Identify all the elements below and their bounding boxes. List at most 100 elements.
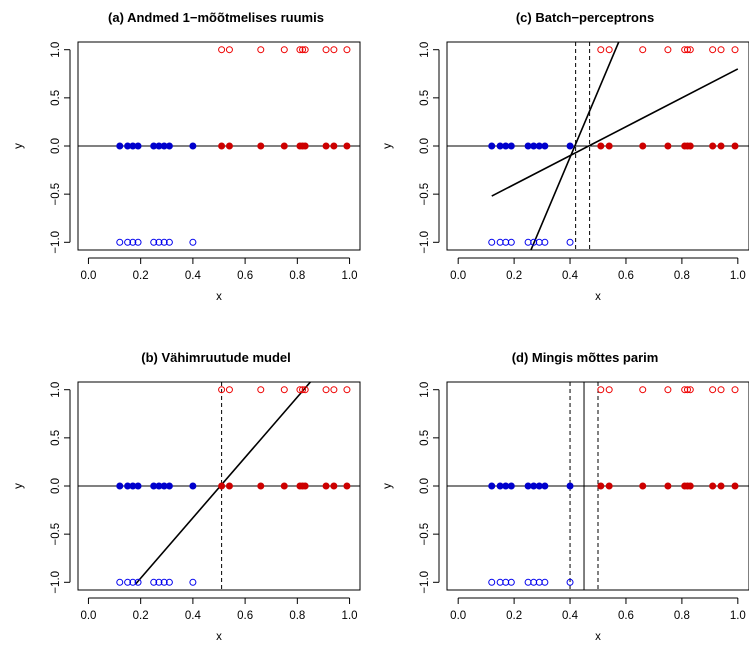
point-red-filled [322,482,330,490]
point-blue-filled [165,142,173,150]
y-tick-label: 0.5 [419,90,431,106]
point-red-open [664,386,672,394]
y-axis-label: y [13,483,25,489]
point-red-filled [280,142,288,150]
y-axis-label: y [382,143,394,149]
x-tick-label: 0.8 [674,270,690,282]
y-axis-label: y [382,483,394,489]
point-red-filled [343,142,351,150]
point-red-open [709,386,717,394]
point-blue-open [124,238,132,246]
y-tick-label: 1.0 [50,42,62,58]
x-tick-label: 0.2 [506,610,522,622]
point-blue-open [155,238,163,246]
y-tick-label: 0.0 [50,138,62,154]
y-tick-label: 0.0 [419,138,431,154]
y-tick-label: 0.5 [419,430,431,446]
point-red-open [717,386,725,394]
point-red-open [683,386,691,394]
y-tick-label: 0.0 [419,478,431,494]
point-red-filled [218,482,226,490]
point-blue-filled [541,142,549,150]
x-tick-label: 0.6 [618,610,634,622]
y-tick-label: −0.5 [419,523,431,546]
point-blue-open [160,238,168,246]
point-red-filled [639,482,647,490]
point-blue-open [155,578,163,586]
point-blue-filled [541,482,549,490]
x-tick-label: 0.4 [185,610,202,622]
point-red-filled [664,142,672,150]
y-tick-label: −0.5 [50,183,62,206]
point-red-filled [597,142,605,150]
point-red-filled [343,482,351,490]
panel-title: (b) Vähimruutude mudel [141,350,291,365]
point-blue-filled [488,142,496,150]
y-tick-label: 0.0 [50,478,62,494]
y-tick-label: −0.5 [419,183,431,206]
x-tick-label: 0.0 [80,610,96,622]
x-tick-label: 0.8 [289,270,305,282]
point-red-open [686,386,694,394]
y-tick-label: −1.0 [419,231,431,254]
point-red-open [731,386,739,394]
point-blue-filled [134,142,142,150]
point-blue-filled [566,142,574,150]
point-blue-open [134,238,142,246]
x-tick-label: 1.0 [730,610,746,622]
point-red-filled [322,142,330,150]
point-red-open [605,386,613,394]
point-blue-open [116,578,124,586]
point-red-filled [709,142,717,150]
point-blue-filled [507,482,515,490]
y-tick-label: −1.0 [50,571,62,594]
point-blue-filled [116,482,124,490]
x-tick-label: 0.4 [562,270,579,282]
panel-c: (c) Batch−perceptrons 0.0 0.2 0.4 0.6 0.8 1.0… [382,10,749,303]
point-red-open [343,46,351,54]
point-red-open [296,46,304,54]
x-axis-label: x [595,631,601,643]
point-red-filled [686,482,694,490]
point-blue-open [124,578,132,586]
point-red-open [605,46,613,54]
point-red-open [296,386,304,394]
point-red-filled [330,482,338,490]
point-blue-open [566,238,574,246]
point-red-filled [731,482,739,490]
point-red-open [664,46,672,54]
point-red-filled [225,142,233,150]
point-red-open [597,46,605,54]
point-red-open [683,46,691,54]
panel-title: (c) Batch−perceptrons [516,10,654,25]
point-blue-filled [134,482,142,490]
point-blue-filled [566,482,574,490]
x-tick-label: 0.0 [80,270,96,282]
point-red-filled [639,142,647,150]
point-blue-open [150,578,158,586]
y-tick-label: −1.0 [50,231,62,254]
y-axis-label: y [13,143,25,149]
point-blue-filled [488,482,496,490]
x-tick-label: 0.2 [133,610,149,622]
x-tick-label: 0.4 [562,610,579,622]
x-tick-label: 1.0 [342,270,358,282]
point-red-open [280,46,288,54]
x-tick-label: 1.0 [342,610,358,622]
point-blue-open [189,238,197,246]
point-red-open [301,46,309,54]
point-blue-open [488,578,496,586]
x-tick-label: 0.4 [185,270,202,282]
x-tick-label: 0.8 [289,610,305,622]
point-blue-open [541,238,549,246]
point-red-open [299,386,307,394]
y-tick-label: −1.0 [419,571,431,594]
point-red-filled [605,142,613,150]
point-red-open [597,386,605,394]
point-red-open [686,46,694,54]
point-blue-open [541,578,549,586]
point-blue-filled [165,482,173,490]
point-blue-filled [189,482,197,490]
x-tick-label: 0.6 [237,270,253,282]
point-red-open [639,386,647,394]
